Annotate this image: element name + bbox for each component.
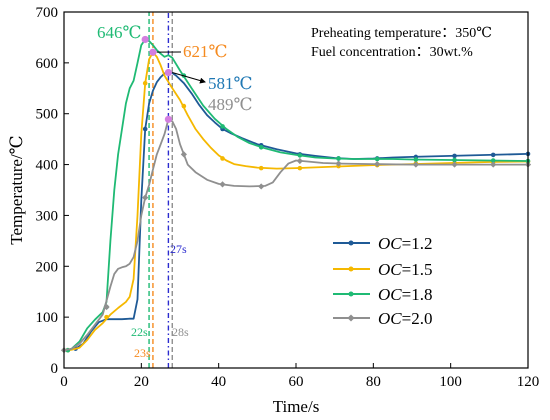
y-tick-label-500: 500 bbox=[36, 107, 59, 123]
legend-marker-oc20 bbox=[347, 314, 355, 322]
series-line-oc15 bbox=[63, 51, 529, 352]
marker-oc18-9 bbox=[413, 157, 419, 162]
legend-entry-oc20: OC=2.0 bbox=[333, 309, 432, 328]
y-tick-label-0: 0 bbox=[51, 361, 59, 377]
axis-ticks: 0 20 40 60 80 100 120 0 100 200 300 400 500 600 700 bbox=[36, 5, 540, 390]
marker-oc12-10 bbox=[490, 152, 496, 158]
y-tick-label-600: 600 bbox=[36, 56, 59, 72]
legend-marker-oc15 bbox=[348, 266, 354, 272]
series-line-oc18 bbox=[63, 38, 529, 353]
marker-oc12-9 bbox=[452, 153, 457, 159]
plot-layer: 0 20 40 60 80 100 120 0 100 200 300 400 500 600 700 bbox=[36, 5, 540, 390]
legend-entry-oc18: OC=1.8 bbox=[333, 285, 432, 304]
marker-oc15-6 bbox=[297, 165, 303, 171]
preheating-value: 350℃ bbox=[455, 26, 492, 41]
y-tick-label-300: 300 bbox=[36, 208, 59, 224]
legend-marker-oc12 bbox=[348, 240, 354, 246]
marker-oc18-11 bbox=[490, 158, 496, 163]
x-tick-label-120: 120 bbox=[517, 374, 540, 390]
legend-marker-oc18 bbox=[348, 291, 354, 297]
marker-oc18-10 bbox=[452, 157, 457, 163]
y-axis-title: Temperature/℃ bbox=[7, 135, 26, 244]
peak-markers bbox=[141, 35, 172, 123]
legend-italic-oc12: OC bbox=[378, 234, 402, 253]
time-label-23s: 23s bbox=[134, 346, 151, 360]
marker-oc18-7 bbox=[336, 156, 341, 161]
legend-italic-oc18: OC bbox=[378, 285, 402, 304]
x-tick-label-100: 100 bbox=[439, 374, 462, 390]
series-oc18 bbox=[63, 37, 531, 353]
peak-marker-3 bbox=[164, 115, 172, 123]
legend: OC=1.2 OC=1.5 OC=1.8 OC=2.0 bbox=[333, 234, 432, 328]
y-tick-label-400: 400 bbox=[36, 158, 59, 174]
marker-oc18-4 bbox=[220, 124, 225, 129]
legend-value-oc12: =1.2 bbox=[402, 234, 433, 253]
x-tick-label-60: 60 bbox=[289, 374, 304, 390]
experiment-info: Preheating temperature：350℃ Fuel concent… bbox=[311, 26, 492, 60]
legend-italic-oc15: OC bbox=[378, 260, 402, 279]
legend-value-oc20: =2.0 bbox=[402, 309, 433, 328]
legend-value-oc18: =1.8 bbox=[402, 285, 433, 304]
peak-marker-1 bbox=[149, 48, 157, 56]
marker-oc15-2 bbox=[142, 80, 148, 86]
marker-oc18-5 bbox=[258, 144, 264, 150]
preheating-info: Preheating temperature：350℃ bbox=[311, 26, 492, 41]
x-axis-title: Time/s bbox=[273, 397, 320, 416]
x-tick-label-80: 80 bbox=[366, 374, 381, 390]
time-label-22s: 22s bbox=[131, 325, 148, 339]
x-tick-label-0: 0 bbox=[60, 374, 68, 390]
plot-frame bbox=[63, 11, 529, 369]
peak-marker-0 bbox=[141, 35, 149, 44]
legend-label-oc15: OC=1.5 bbox=[378, 260, 432, 279]
time-label-27s: 27s bbox=[170, 242, 187, 256]
y-tick-label-700: 700 bbox=[36, 5, 59, 21]
preheating-label: Preheating temperature： bbox=[311, 26, 455, 41]
x-tick-label-20: 20 bbox=[134, 374, 149, 390]
peak-label-oc20: 489℃ bbox=[208, 95, 253, 114]
peak-marker-2 bbox=[164, 68, 172, 77]
fuel-value: 30wt.% bbox=[430, 45, 474, 60]
marker-oc15-3 bbox=[181, 103, 187, 109]
peak-label-oc15: 621℃ bbox=[183, 42, 228, 61]
legend-entry-oc12: OC=1.2 bbox=[333, 234, 432, 253]
marker-oc18-8 bbox=[374, 156, 380, 162]
legend-label-oc20: OC=2.0 bbox=[378, 309, 432, 328]
time-labels: 22s 23s 27s 28s bbox=[131, 242, 189, 360]
arrow-581 bbox=[172, 72, 206, 84]
marker-oc20-2 bbox=[142, 194, 149, 201]
legend-entry-oc15: OC=1.5 bbox=[333, 260, 432, 279]
y-tick-label-200: 200 bbox=[36, 259, 59, 275]
x-tick-label-40: 40 bbox=[211, 374, 226, 390]
peak-label-oc12: 581℃ bbox=[208, 74, 253, 93]
fuel-info: Fuel concentration：30wt.% bbox=[311, 45, 473, 60]
marker-oc12-1 bbox=[142, 126, 148, 132]
peak-labels: 646℃ 621℃ 581℃ 489℃ bbox=[97, 23, 253, 114]
series-line-oc20 bbox=[63, 118, 528, 352]
marker-oc15-5 bbox=[258, 165, 264, 171]
y-tick-label-100: 100 bbox=[36, 310, 59, 326]
marker-oc20-3 bbox=[180, 151, 187, 158]
marker-oc18-6 bbox=[297, 153, 303, 158]
fuel-label: Fuel concentration： bbox=[311, 45, 430, 60]
legend-label-oc12: OC=1.2 bbox=[378, 234, 432, 253]
time-label-28s: 28s bbox=[172, 325, 189, 339]
marker-oc20-7 bbox=[335, 160, 342, 167]
legend-label-oc18: OC=1.8 bbox=[378, 285, 432, 304]
peak-label-oc18: 646℃ bbox=[97, 23, 142, 42]
legend-italic-oc20: OC bbox=[378, 309, 402, 328]
marker-oc15-4 bbox=[220, 156, 225, 161]
legend-value-oc15: =1.5 bbox=[402, 260, 433, 279]
marker-oc15-1 bbox=[104, 314, 109, 320]
